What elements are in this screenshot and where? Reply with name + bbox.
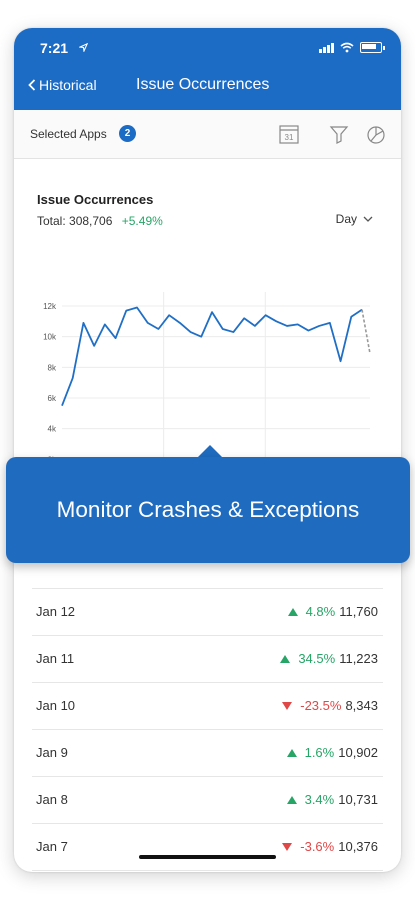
total-value: Total: 308,706	[37, 214, 113, 228]
row-date: Jan 8	[36, 792, 68, 807]
row-change: -23.5%	[300, 698, 342, 713]
y-tick-label: 6k	[48, 394, 57, 403]
list-item[interactable]: Jan 7 -3.6% 10,376	[32, 824, 383, 871]
calendar-icon[interactable]: 31	[277, 122, 301, 146]
row-metrics: -3.6% 10,376	[282, 839, 378, 854]
back-label: Historical	[39, 77, 97, 93]
series-line	[61, 306, 363, 406]
back-button[interactable]: Historical	[28, 77, 97, 93]
row-change: -3.6%	[300, 839, 335, 854]
y-tick-label: 8k	[48, 363, 57, 372]
list-item[interactable]: Jan 9 1.6% 10,902	[32, 730, 383, 777]
feature-banner: Monitor Crashes & Exceptions	[6, 457, 410, 563]
status-time: 7:21	[40, 40, 69, 56]
row-value: 11,760	[339, 604, 378, 619]
home-indicator	[139, 855, 276, 859]
row-change: 4.8%	[305, 604, 336, 619]
chevron-down-icon	[363, 216, 373, 222]
projected-segment	[361, 309, 371, 354]
chevron-left-icon	[28, 79, 36, 91]
y-tick-label: 4k	[48, 425, 57, 434]
calendar-day: 31	[285, 133, 294, 142]
filter-icon[interactable]	[327, 122, 351, 146]
row-metrics: 3.4% 10,731	[286, 792, 378, 807]
list-item[interactable]: Jan 11 34.5% 11,223	[32, 636, 383, 683]
list-item[interactable]: Jan 10 -23.5% 8,343	[32, 683, 383, 730]
row-value: 10,376	[338, 839, 378, 854]
range-dropdown[interactable]: Day	[336, 212, 373, 226]
daily-list: Jan 12 4.8% 11,760 Jan 11 34.5% 11,223 Jan 10 -…	[32, 564, 383, 871]
row-metrics: 4.8% 11,760	[287, 604, 378, 619]
row-metrics: 34.5% 11,223	[280, 651, 378, 666]
trend-down-icon	[282, 701, 293, 710]
row-date: Jan 10	[36, 698, 76, 713]
list-item[interactable]: Jan 12 4.8% 11,760	[32, 589, 383, 636]
pie-chart-icon[interactable]	[364, 122, 388, 146]
battery-icon	[360, 42, 382, 53]
row-date: Jan 7	[36, 839, 68, 854]
row-value: 10,731	[338, 792, 378, 807]
trend-up-icon	[280, 654, 291, 663]
banner-pointer	[197, 445, 223, 458]
row-date: Jan 11	[36, 651, 75, 666]
selected-count-badge: 2	[119, 125, 136, 142]
range-label: Day	[335, 212, 357, 226]
trend-up-icon	[286, 748, 297, 757]
selected-apps-button[interactable]: Selected Apps	[30, 127, 107, 141]
list-item[interactable]: Jan 8 3.4% 10,731	[32, 777, 383, 824]
trend-up-icon	[287, 607, 298, 616]
row-date: Jan 9	[36, 745, 68, 760]
row-date: Jan 12	[36, 604, 76, 619]
banner-text: Monitor Crashes & Exceptions	[56, 497, 360, 522]
trend-down-icon	[282, 842, 293, 851]
row-metrics: -23.5% 8,343	[282, 698, 378, 713]
signal-icon	[319, 42, 334, 53]
list-item-partial	[32, 564, 383, 589]
wifi-icon	[340, 42, 354, 53]
row-change: 3.4%	[304, 792, 335, 807]
trend-up-icon	[286, 795, 297, 804]
total-change: +5.49%	[121, 214, 163, 228]
phone-frame: 7:21 Historical Issue Occurrences Select…	[14, 28, 401, 872]
page-title: Issue Occurrences	[136, 76, 270, 93]
row-change: 1.6%	[304, 745, 335, 760]
battery-tip	[383, 45, 385, 50]
row-value: 11,223	[339, 651, 378, 666]
row-metrics: 1.6% 10,902	[286, 745, 378, 760]
location-arrow-icon	[79, 43, 88, 52]
row-value: 10,902	[338, 745, 378, 760]
chart-title: Issue Occurrences	[37, 192, 154, 207]
chart-card: Issue Occurrences Total: 308,706 +5.49% …	[14, 159, 401, 499]
chart-total: Total: 308,706 +5.49%	[37, 214, 163, 228]
top-bar: 7:21 Historical Issue Occurrences	[14, 28, 401, 110]
y-tick-label: 10k	[43, 333, 57, 342]
filter-bar: Selected Apps 2 31	[14, 110, 401, 159]
y-tick-label: 12k	[43, 302, 57, 311]
row-change: 34.5%	[298, 651, 336, 666]
row-value: 8,343	[345, 698, 378, 713]
status-icons	[319, 42, 385, 53]
